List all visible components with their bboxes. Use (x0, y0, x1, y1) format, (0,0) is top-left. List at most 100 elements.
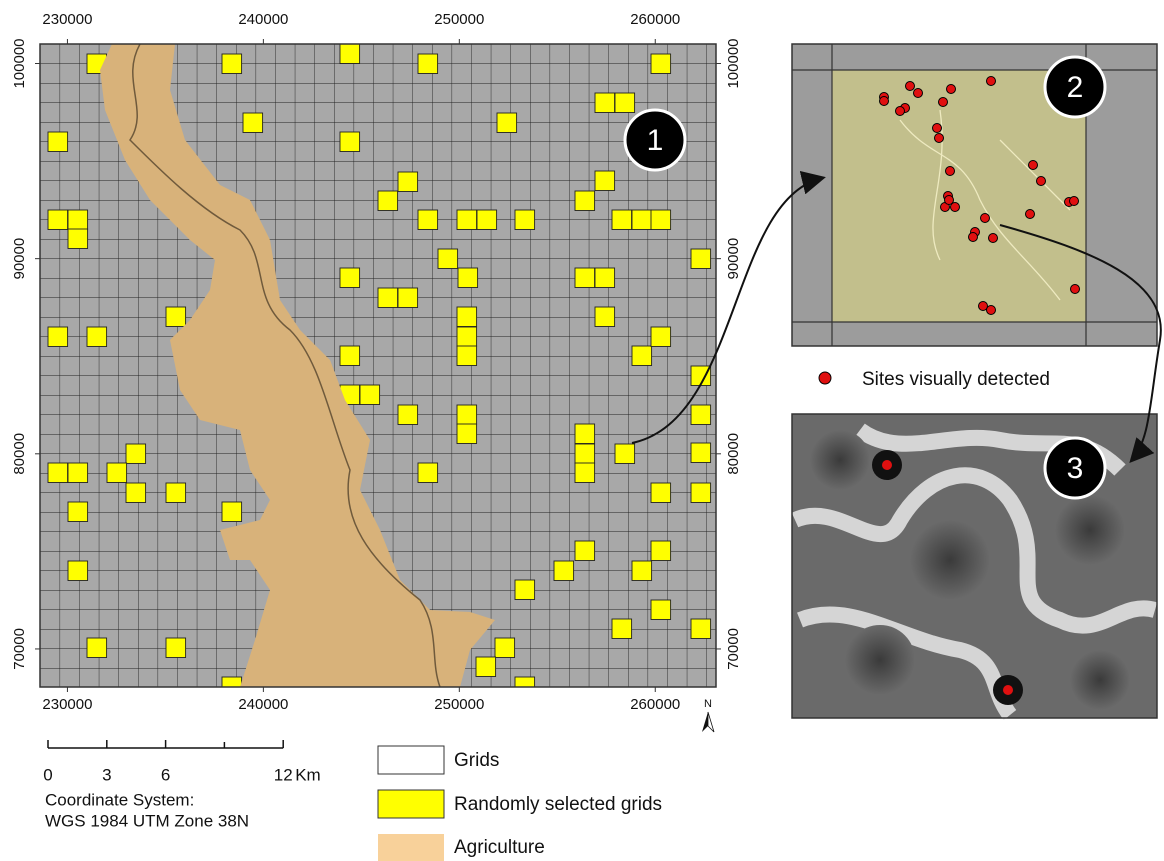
selected-grid (457, 424, 477, 444)
figure: 2300002300002400002400002500002500002600… (0, 0, 1164, 861)
selected-grid (222, 54, 242, 74)
selected-grid (243, 113, 263, 133)
site-dot (1029, 161, 1038, 170)
site-dot (1037, 177, 1046, 186)
selected-grid (340, 44, 360, 64)
legend-label: Agriculture (454, 837, 545, 858)
selected-grid (612, 210, 632, 230)
selected-grid (87, 327, 107, 347)
selected-grid (497, 113, 517, 133)
selected-grid (575, 541, 595, 561)
panel-label: 1 (625, 110, 685, 170)
inset-closeup: 3 (792, 414, 1157, 718)
scale-label: 6 (161, 765, 170, 784)
selected-grid (632, 561, 652, 581)
site-dot (1026, 210, 1035, 219)
selected-grid (340, 268, 360, 288)
coordinate-system: WGS 1984 UTM Zone 38N (45, 811, 249, 830)
selected-grid (457, 327, 477, 347)
selected-grid (457, 307, 477, 327)
selected-grid (48, 327, 68, 347)
site-legend-dot (819, 372, 831, 384)
selected-grid (515, 580, 535, 600)
selected-grid (398, 288, 418, 308)
selected-grid (68, 210, 88, 230)
x-tick-label: 240000 (238, 696, 288, 713)
selected-grid (418, 210, 438, 230)
selected-grid (378, 191, 398, 211)
legend: Grids Randomly selected grids Agricultur… (378, 746, 662, 861)
selected-grid (595, 307, 615, 327)
selected-grid (457, 405, 477, 425)
selected-grid (691, 619, 711, 639)
selected-grid (126, 483, 146, 503)
selected-grid (651, 210, 671, 230)
selected-grid (651, 483, 671, 503)
selected-grid (48, 463, 68, 483)
selected-grid (418, 463, 438, 483)
panel-number: 1 (647, 124, 664, 157)
selected-grid (632, 346, 652, 366)
inset-sites: 2 (792, 44, 1157, 346)
y-tick-label: 70000 (11, 628, 28, 670)
site-dot (896, 107, 905, 116)
x-tick-label: 230000 (42, 11, 92, 28)
panel-number: 2 (1067, 71, 1084, 104)
selected-grid (166, 638, 186, 658)
x-tick-label: 240000 (238, 11, 288, 28)
selected-grid (477, 210, 497, 230)
selected-grid (457, 346, 477, 366)
selected-grid (398, 405, 418, 425)
selected-grid (398, 172, 418, 192)
selected-grid (166, 307, 186, 327)
site-dot (939, 98, 948, 107)
selected-grid (651, 54, 671, 74)
x-tick-label: 260000 (630, 11, 680, 28)
selected-grid (632, 210, 652, 230)
selected-grid (612, 619, 632, 639)
selected-grid (418, 54, 438, 74)
scale-label: 3 (102, 765, 111, 784)
selected-grid (68, 561, 88, 581)
selected-grid (68, 229, 88, 249)
scale-label: 12 (274, 765, 293, 784)
selected-grid (691, 249, 711, 269)
selected-grid (651, 600, 671, 620)
site-dot (1070, 197, 1079, 206)
scale-tick (200, 742, 224, 748)
north-label: N (704, 698, 712, 710)
x-tick-label: 250000 (434, 11, 484, 28)
selected-grid (595, 268, 615, 288)
x-tick-label: 250000 (434, 696, 484, 713)
selected-grid (651, 541, 671, 561)
selected-grid (575, 463, 595, 483)
selected-grid (515, 210, 535, 230)
site-dot (987, 77, 996, 86)
main-map (40, 44, 716, 697)
y-tick-label: 90000 (725, 238, 742, 280)
legend-label: Grids (454, 750, 499, 771)
selected-grid (360, 385, 380, 405)
selected-grid (87, 638, 107, 658)
selected-grid (107, 463, 127, 483)
y-tick-label: 90000 (11, 238, 28, 280)
selected-grid (615, 93, 635, 113)
site-dot (987, 306, 996, 315)
selected-grid (575, 444, 595, 464)
selected-grid (595, 93, 615, 113)
selected-grid (691, 483, 711, 503)
selected-grid (575, 424, 595, 444)
selected-grid (575, 268, 595, 288)
coordinate-system: Coordinate System: (45, 790, 194, 809)
selected-grid (457, 210, 477, 230)
selected-grid (166, 483, 186, 503)
selected-grid (651, 327, 671, 347)
selected-grid (615, 444, 635, 464)
scale-unit: Km (295, 765, 321, 784)
selected-grid (68, 502, 88, 522)
selected-grid (48, 210, 68, 230)
selected-grid (575, 191, 595, 211)
y-tick-label: 70000 (725, 628, 742, 670)
x-tick-label: 260000 (630, 696, 680, 713)
site-dot (947, 85, 956, 94)
